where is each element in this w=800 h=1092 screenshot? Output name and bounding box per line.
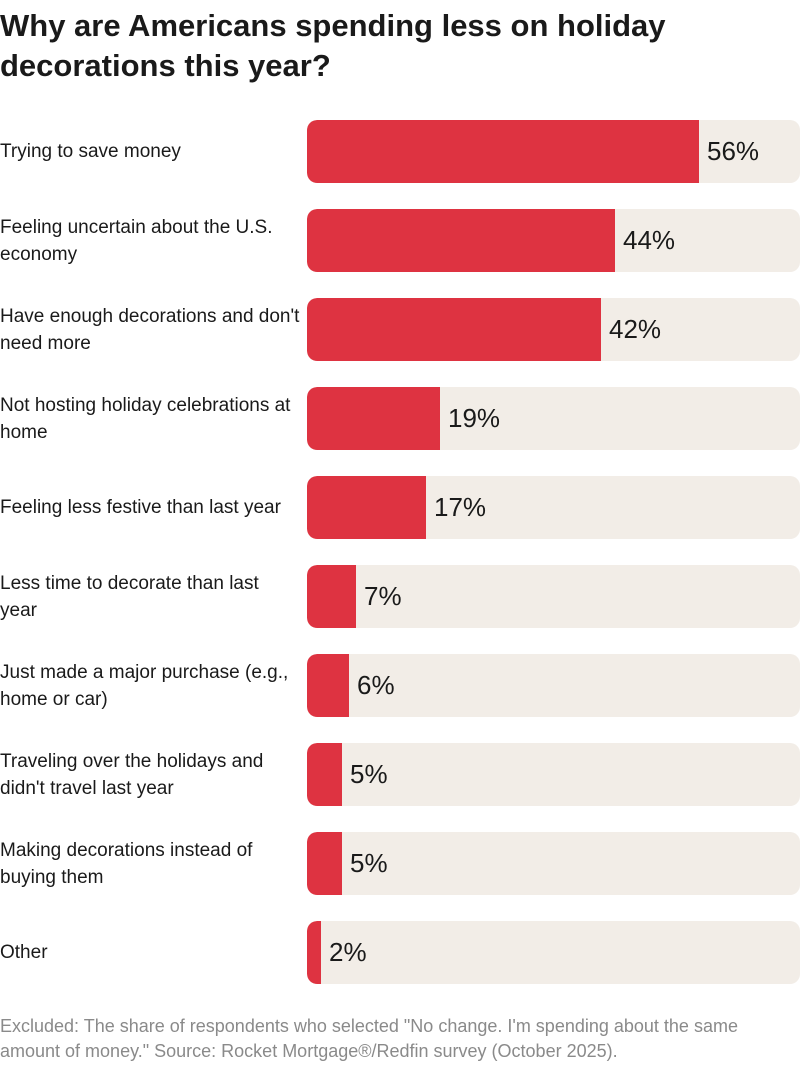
- category-label: Other: [0, 942, 48, 963]
- bar: [307, 921, 321, 984]
- bar-row: Just made a major purchase (e.g., home o…: [0, 654, 800, 717]
- bar-row: Less time to decorate than last year 7%: [0, 565, 800, 628]
- bar-row: Making decorations instead of buying the…: [0, 832, 800, 895]
- footnote: Excluded: The share of respondents who s…: [0, 1016, 738, 1061]
- bar: [307, 298, 601, 361]
- bar-track: [307, 120, 800, 183]
- bar-track: [307, 565, 800, 628]
- bar-row: Trying to save money 56%: [0, 120, 800, 183]
- category-label: Trying to save money: [0, 141, 181, 162]
- bar-track: [307, 743, 800, 806]
- bar-row: Not hosting holiday celebrations at home…: [0, 387, 800, 450]
- bar: [307, 832, 342, 895]
- category-label: Just made a major purchase (e.g., home o…: [0, 661, 289, 710]
- bar: [307, 565, 356, 628]
- bar-track: [307, 654, 800, 717]
- bar-track: [307, 921, 800, 984]
- value-label: 42%: [609, 314, 662, 344]
- value-label: 6%: [357, 670, 395, 700]
- value-label: 2%: [329, 937, 367, 967]
- bar-row: Have enough decorations and don't need m…: [0, 298, 800, 361]
- bar-track: [307, 832, 800, 895]
- value-label: 5%: [350, 848, 388, 878]
- value-label: 17%: [434, 492, 487, 522]
- bar: [307, 120, 699, 183]
- category-label: Feeling uncertain about the U.S. economy: [0, 216, 273, 265]
- value-label: 5%: [350, 759, 388, 789]
- bar: [307, 476, 426, 539]
- bar-track: [307, 476, 800, 539]
- bar-track: [307, 298, 800, 361]
- bar-track: [307, 387, 800, 450]
- bar-row: Feeling uncertain about the U.S. economy…: [0, 209, 800, 272]
- category-label: Not hosting holiday celebrations at home: [0, 394, 291, 443]
- category-label: Traveling over the holidays and didn't t…: [0, 750, 264, 799]
- chart-title: Why are Americans spending less on holid…: [0, 8, 666, 83]
- category-label: Have enough decorations and don't need m…: [0, 305, 300, 354]
- category-label: Making decorations instead of buying the…: [0, 839, 253, 888]
- category-label: Feeling less festive than last year: [0, 497, 281, 518]
- bar: [307, 387, 440, 450]
- bar: [307, 209, 615, 272]
- bar-row: Other 2%: [0, 921, 800, 984]
- bar: [307, 743, 342, 806]
- bar-track: [307, 209, 800, 272]
- value-label: 19%: [448, 403, 501, 433]
- value-label: 56%: [707, 136, 760, 166]
- category-label: Less time to decorate than last year: [0, 572, 259, 621]
- value-label: 44%: [623, 225, 676, 255]
- value-label: 7%: [364, 581, 402, 611]
- bar-row: Feeling less festive than last year 17%: [0, 476, 800, 539]
- bar-row: Traveling over the holidays and didn't t…: [0, 743, 800, 806]
- bar: [307, 654, 349, 717]
